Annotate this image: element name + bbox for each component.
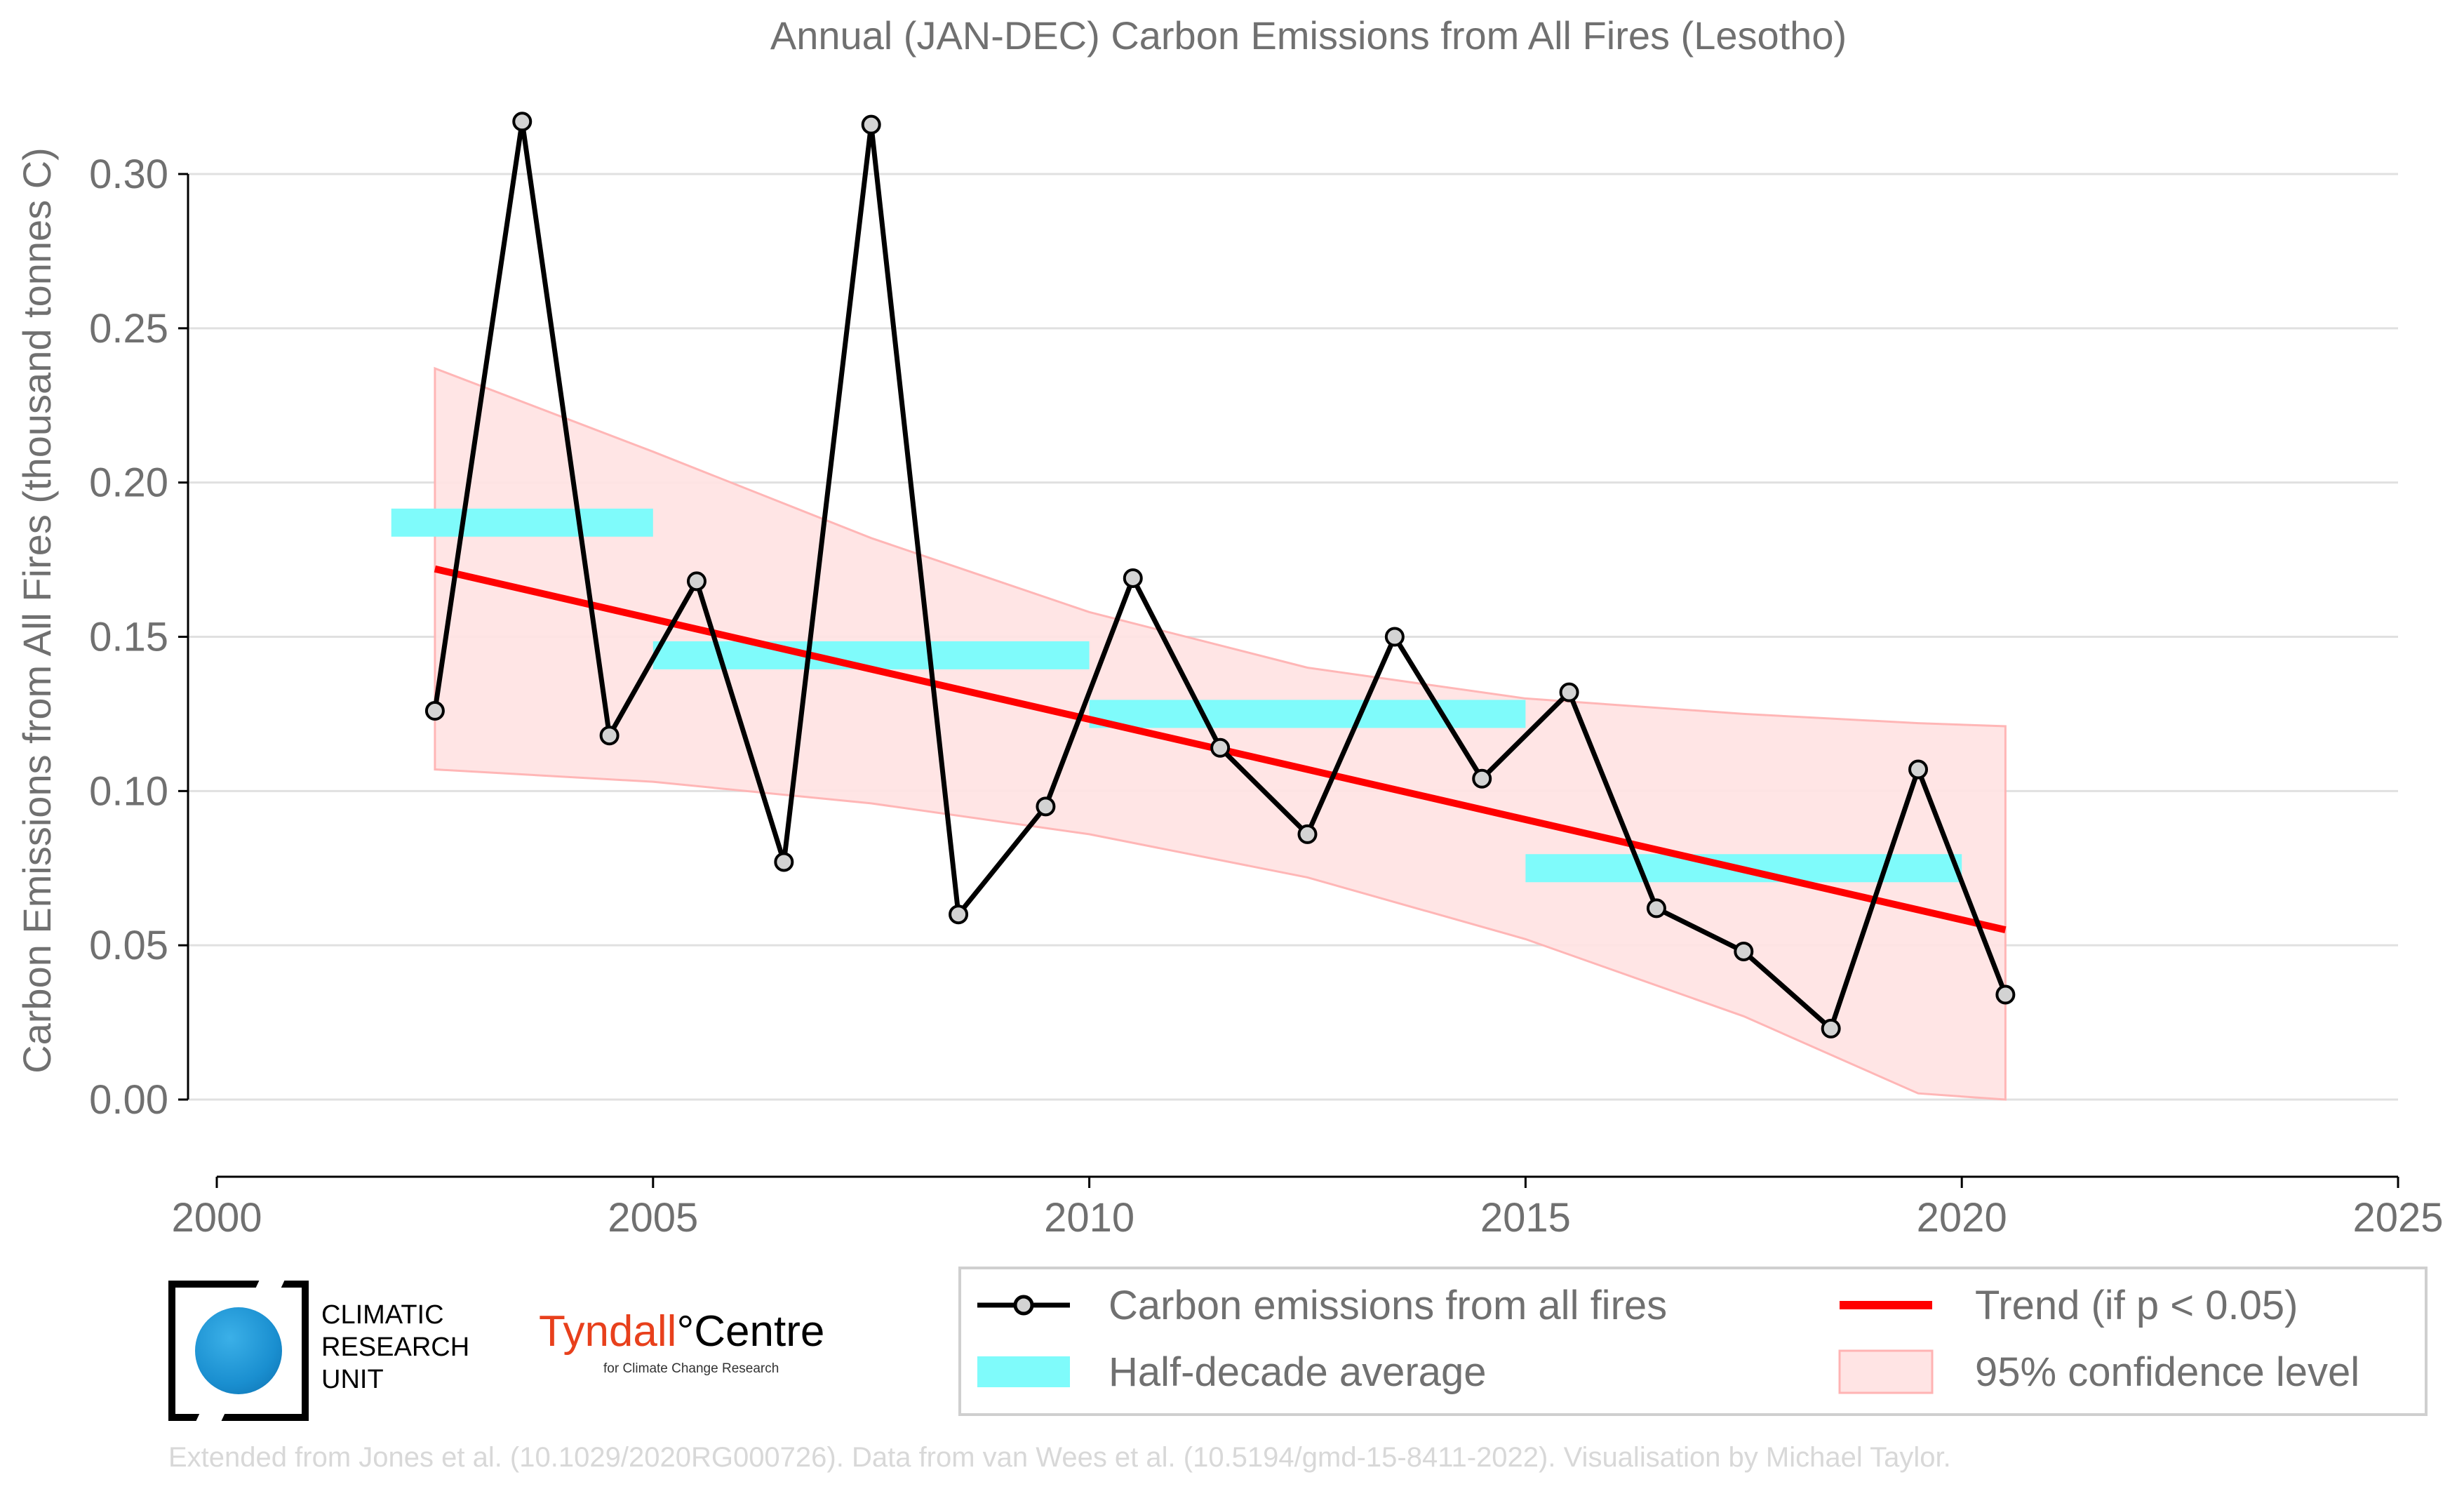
tyndall-subtitle: for Climate Change Research — [603, 1361, 779, 1376]
x-tick-label: 2010 — [1044, 1195, 1134, 1241]
data-point — [1734, 941, 1754, 961]
legend-label-trend: Trend (if p < 0.05) — [1975, 1283, 2298, 1328]
legend-label-half-decade: Half-decade average — [1109, 1349, 1486, 1395]
y-axis-label: Carbon Emissions from All Fires (thousan… — [15, 147, 59, 1074]
legend: Carbon emissions from all fires Trend (i… — [958, 1267, 2428, 1416]
tyndall-logo: Tyndall°Centre for Climate Change Resear… — [539, 1307, 833, 1384]
data-point — [599, 726, 620, 746]
half-decade-bar — [652, 641, 1090, 669]
data-point — [1559, 682, 1579, 702]
tyndall-name-b: Centre — [694, 1307, 825, 1356]
axes — [178, 173, 2399, 1188]
y-tick-label: 0.00 — [89, 1077, 168, 1123]
data-point — [512, 112, 533, 132]
legend-label-confidence: 95% confidence level — [1975, 1349, 2359, 1395]
x-tick-label: 2025 — [2352, 1195, 2443, 1241]
y-tick-label: 0.25 — [89, 306, 168, 352]
y-tick-label: 0.30 — [89, 152, 168, 197]
cru-line: RESEARCH — [321, 1333, 470, 1362]
x-tick-label: 2005 — [608, 1195, 698, 1241]
cru-name: CLIMATIC RESEARCH UNIT — [321, 1299, 469, 1396]
data-point — [686, 571, 707, 592]
tyndall-name: Tyndall°Centre — [539, 1307, 833, 1356]
chart-title: Annual (JAN-DEC) Carbon Emissions from A… — [770, 13, 1847, 58]
cru-logo: CLIMATIC RESEARCH UNIT — [168, 1272, 505, 1431]
tyndall-name-a: Tyndall — [539, 1307, 677, 1356]
globe-icon — [195, 1307, 282, 1394]
legend-swatch-confidence — [1838, 1349, 1934, 1394]
data-point — [1384, 627, 1405, 647]
y-tick-label: 0.05 — [89, 923, 168, 968]
tyndall-degree: ° — [676, 1307, 695, 1356]
legend-swatch-half-decade — [977, 1356, 1070, 1387]
data-point — [949, 904, 969, 925]
confidence-band — [434, 366, 2007, 1101]
data-point — [424, 701, 445, 721]
cru-line: UNIT — [321, 1365, 384, 1394]
half-decade-bar — [1089, 700, 1526, 728]
cru-frame — [168, 1281, 309, 1421]
x-tick-label: 2020 — [1917, 1195, 2007, 1241]
emissions-series — [424, 112, 2016, 1038]
attribution-footer: Extended from Jones et al. (10.1029/2020… — [168, 1442, 1951, 1473]
data-point — [1297, 824, 1318, 844]
data-point — [774, 852, 794, 872]
data-point — [1908, 759, 1929, 780]
data-point — [1123, 568, 1143, 588]
x-tick-label: 2015 — [1480, 1195, 1571, 1241]
y-tick-label: 0.20 — [89, 460, 168, 506]
confidence-band-area — [434, 366, 2007, 1101]
data-point — [1646, 898, 1666, 919]
cru-line: CLIMATIC — [321, 1300, 444, 1330]
data-point — [1821, 1018, 1841, 1038]
y-tick-label: 0.15 — [89, 615, 168, 660]
data-point — [861, 114, 881, 135]
legend-label-emissions: Carbon emissions from all fires — [1109, 1283, 1667, 1328]
data-point — [1036, 796, 1056, 817]
half-decade-bar — [391, 508, 653, 537]
data-point — [1210, 737, 1231, 758]
data-point — [1472, 768, 1492, 789]
y-tick-label: 0.10 — [89, 768, 168, 814]
x-tick-label: 2000 — [171, 1195, 262, 1241]
legend-box — [958, 1267, 2428, 1416]
legend-marker-emissions — [1013, 1295, 1034, 1316]
data-point — [1995, 984, 2016, 1005]
tick-labels: 0.00 0.05 0.10 0.15 0.20 0.25 0.30 2000 2005 2010… — [89, 152, 2443, 1241]
